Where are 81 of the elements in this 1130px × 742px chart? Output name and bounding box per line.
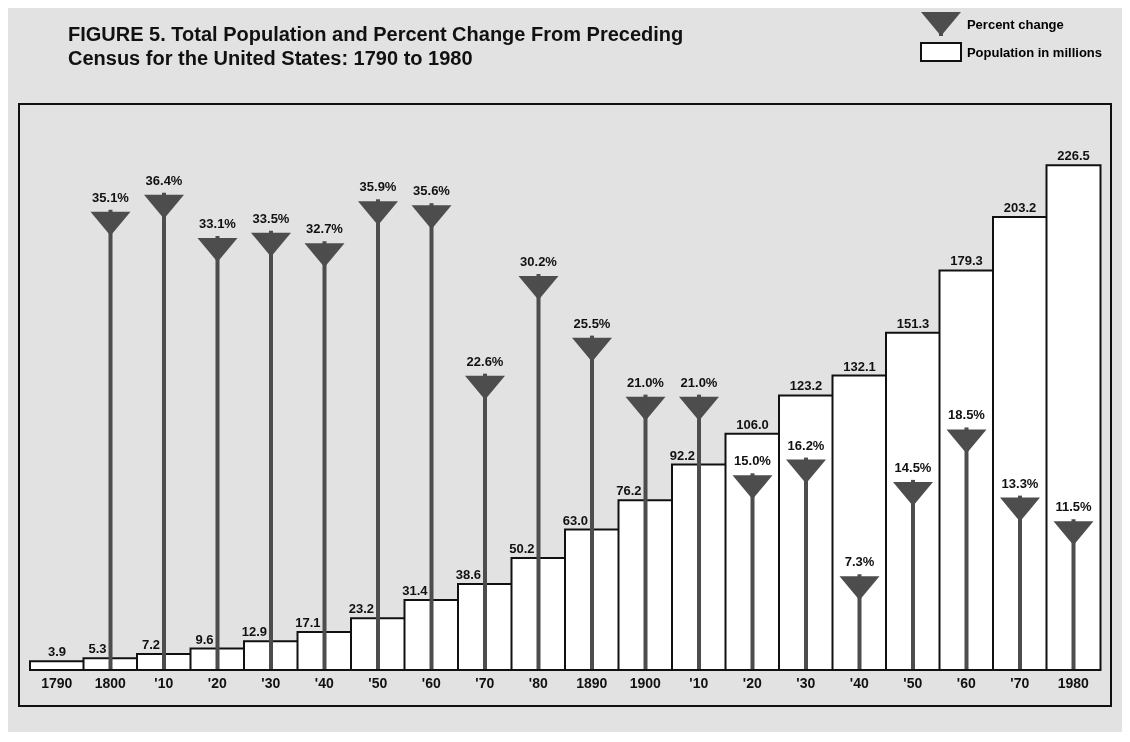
x-tick-label: '50 bbox=[903, 674, 923, 691]
legend-label: Percent change bbox=[966, 16, 1064, 32]
data-label: 132.1 bbox=[843, 358, 876, 374]
x-tick-label: '60 bbox=[956, 674, 976, 691]
data-label: 21.0% bbox=[627, 374, 665, 390]
data-label: 7.3% bbox=[844, 554, 875, 570]
data-label: 50.2 bbox=[509, 541, 535, 557]
data-label: 151.3 bbox=[896, 315, 930, 331]
data-label: 76.2 bbox=[616, 483, 642, 499]
bar bbox=[1071, 519, 1076, 670]
bar bbox=[483, 373, 487, 670]
data-label: 3.9 bbox=[47, 644, 67, 660]
data-label: 33.5% bbox=[252, 210, 290, 226]
bar bbox=[215, 236, 220, 670]
x-tick-label: '30 bbox=[796, 674, 816, 691]
x-tick-label: '70 bbox=[1010, 674, 1030, 691]
data-label: 32.7% bbox=[306, 221, 344, 237]
x-tick-label: '30 bbox=[261, 674, 281, 691]
data-label: 38.6 bbox=[455, 566, 481, 582]
x-tick-label: '50 bbox=[368, 674, 388, 691]
data-label: 35.9% bbox=[359, 179, 397, 195]
x-tick-label: '40 bbox=[849, 674, 869, 691]
data-label: 15.0% bbox=[734, 453, 772, 469]
bar bbox=[108, 209, 113, 670]
bar bbox=[857, 574, 862, 670]
data-label: 63.0 bbox=[562, 512, 588, 528]
bar bbox=[429, 203, 434, 670]
data-label: 16.2% bbox=[787, 437, 825, 453]
bar bbox=[536, 274, 541, 670]
bar bbox=[1018, 495, 1022, 670]
bar bbox=[750, 473, 755, 670]
data-label: 12.9 bbox=[241, 624, 267, 640]
x-tick-label: '20 bbox=[207, 674, 227, 691]
data-label: 123.2 bbox=[789, 378, 823, 394]
data-label: 36.4% bbox=[145, 172, 183, 188]
x-tick-label: '20 bbox=[742, 674, 762, 691]
data-label: 106.0 bbox=[736, 416, 769, 432]
x-tick-label: '10 bbox=[154, 674, 174, 691]
bar bbox=[911, 479, 915, 670]
data-label: 7.2 bbox=[141, 636, 160, 652]
bar bbox=[269, 230, 273, 670]
bar bbox=[964, 427, 969, 670]
data-label: 14.5% bbox=[894, 459, 932, 475]
bar bbox=[590, 335, 594, 670]
x-tick-label: '10 bbox=[689, 674, 709, 691]
x-tick-label: '60 bbox=[421, 674, 441, 691]
data-label: 92.2 bbox=[669, 447, 695, 463]
x-tick-label: '80 bbox=[528, 674, 548, 691]
data-label: 226.5 bbox=[1057, 148, 1090, 164]
data-label: 30.2% bbox=[520, 254, 558, 270]
data-label: 35.6% bbox=[413, 183, 451, 199]
x-tick-label: 1890 bbox=[576, 674, 608, 691]
data-label: 35.1% bbox=[92, 189, 130, 205]
data-label: 5.3 bbox=[88, 641, 107, 657]
bar bbox=[162, 192, 166, 670]
bar bbox=[697, 394, 701, 670]
data-label: 11.5% bbox=[1055, 499, 1093, 515]
x-tick-label: '70 bbox=[475, 674, 495, 691]
data-label: 22.6% bbox=[466, 353, 504, 369]
bar bbox=[322, 241, 327, 670]
legend-label: Population in millions bbox=[966, 44, 1102, 60]
bar bbox=[643, 394, 648, 670]
x-tick-label: '40 bbox=[314, 674, 334, 691]
data-label: 18.5% bbox=[948, 407, 986, 423]
x-tick-label: 1900 bbox=[629, 674, 662, 691]
data-label: 179.3 bbox=[950, 253, 983, 269]
x-tick-label: 1800 bbox=[94, 674, 127, 691]
data-label: 33.1% bbox=[199, 216, 237, 231]
x-tick-label: 1790 bbox=[41, 674, 73, 691]
data-label: 23.2 bbox=[348, 601, 374, 617]
data-label: 31.4 bbox=[402, 583, 429, 599]
data-label: 25.5% bbox=[573, 315, 611, 331]
data-label: 13.3% bbox=[1001, 475, 1039, 491]
bar bbox=[376, 199, 380, 670]
data-label: 21.0% bbox=[680, 374, 718, 390]
chart-title: FIGURE 5. Total Population and Percent Change From Preceding Census for the United States: 1790 to 1980 bbox=[68, 22, 685, 70]
data-label: 9.6 bbox=[195, 631, 214, 647]
data-label: 17.1 bbox=[295, 614, 321, 630]
data-label: 203.2 bbox=[1003, 200, 1037, 216]
x-tick-label: 1980 bbox=[1057, 674, 1090, 691]
bar bbox=[804, 457, 808, 670]
